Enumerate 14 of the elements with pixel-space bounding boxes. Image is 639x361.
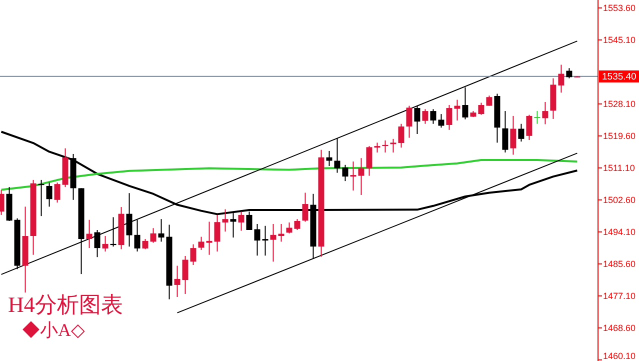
y-tick-label: 1511.10 [603, 162, 635, 173]
y-tick-label: 1485.60 [603, 258, 636, 269]
y-tick-label: 1494.10 [603, 226, 636, 237]
text: H4分析图表 [8, 292, 123, 317]
y-tick-label: 1502.60 [603, 194, 636, 205]
y-tick-label: 1545.10 [603, 34, 636, 45]
y-tick-label: 1553.60 [603, 2, 636, 13]
y-tick-label: 1468.60 [603, 322, 636, 333]
y-tick-label: 1528.10 [603, 98, 636, 109]
ref-line-label: 1535.40 [602, 71, 636, 82]
y-tick-label: 1477.10 [603, 290, 636, 301]
y-tick-label: 1519.60 [603, 130, 636, 141]
annotation: ◆小A◇ [22, 320, 85, 340]
y-tick-label: 1460.10 [603, 351, 636, 361]
